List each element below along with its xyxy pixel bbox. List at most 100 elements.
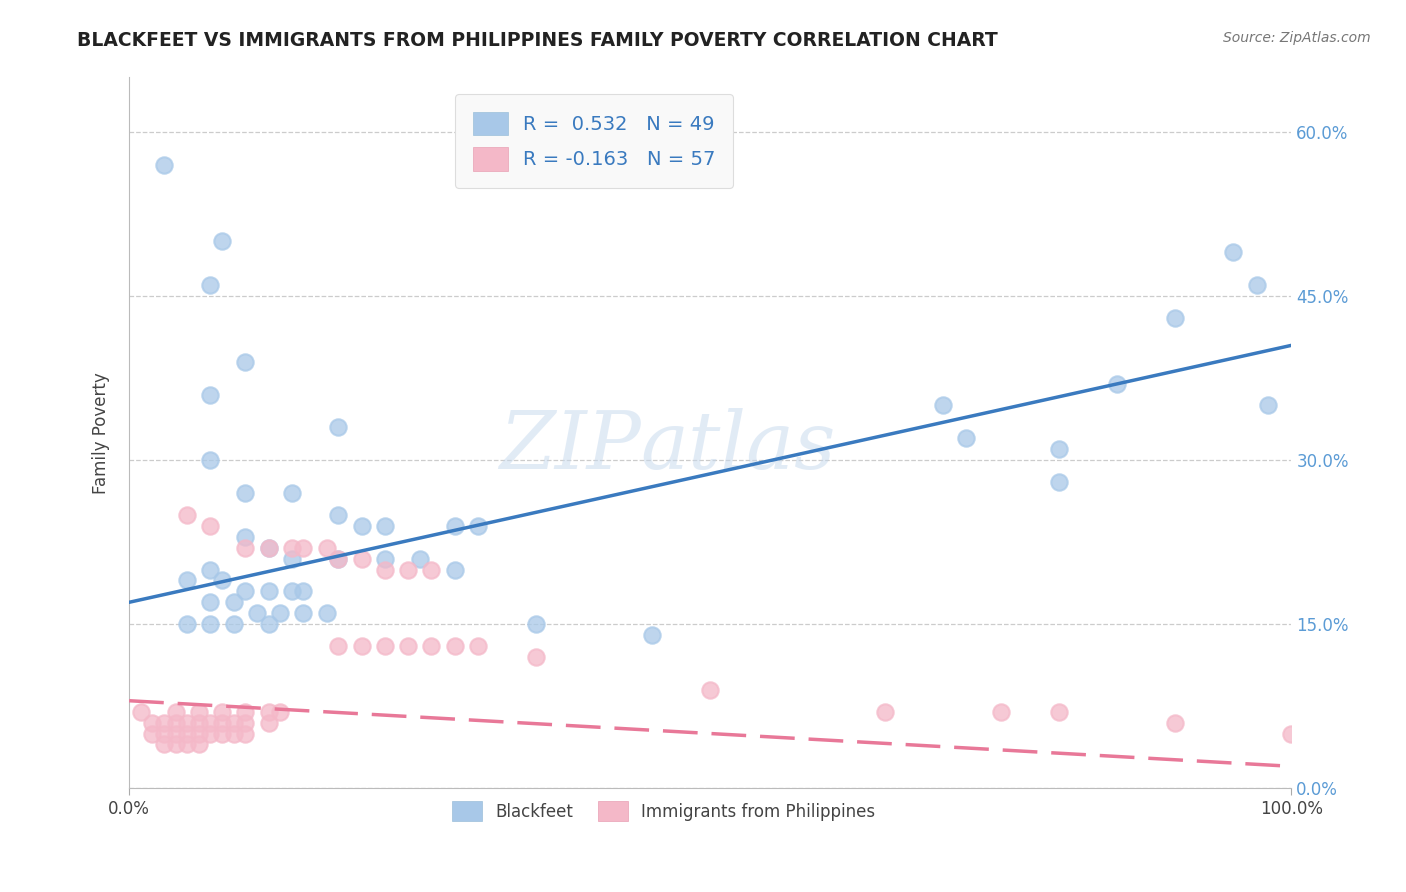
Point xyxy=(292,584,315,599)
Point xyxy=(524,650,547,665)
Point xyxy=(396,639,419,653)
Text: atlas: atlas xyxy=(641,409,837,486)
Point xyxy=(211,726,233,740)
Point xyxy=(420,562,443,576)
Point xyxy=(141,715,163,730)
Point xyxy=(233,715,256,730)
Point xyxy=(233,584,256,599)
Point xyxy=(443,518,465,533)
Point xyxy=(129,705,152,719)
Point xyxy=(443,562,465,576)
Point xyxy=(292,541,315,555)
Point xyxy=(328,551,350,566)
Point xyxy=(233,530,256,544)
Point xyxy=(1107,376,1129,391)
Point xyxy=(200,562,222,576)
Point xyxy=(200,453,222,467)
Point xyxy=(443,639,465,653)
Point xyxy=(408,551,430,566)
Point xyxy=(350,518,373,533)
Point xyxy=(1047,705,1070,719)
Point xyxy=(222,726,245,740)
Point xyxy=(222,617,245,632)
Point xyxy=(176,617,198,632)
Point xyxy=(281,486,304,500)
Point xyxy=(281,551,304,566)
Point xyxy=(420,639,443,653)
Point xyxy=(1257,399,1279,413)
Point xyxy=(211,574,233,588)
Point xyxy=(165,726,187,740)
Point xyxy=(176,508,198,522)
Point xyxy=(955,431,977,445)
Point xyxy=(281,584,304,599)
Point xyxy=(374,518,396,533)
Point xyxy=(233,355,256,369)
Point xyxy=(524,617,547,632)
Text: ZIP: ZIP xyxy=(499,409,641,486)
Point xyxy=(315,541,337,555)
Point xyxy=(211,715,233,730)
Point xyxy=(1164,311,1187,326)
Point xyxy=(176,726,198,740)
Point xyxy=(467,518,489,533)
Point xyxy=(187,715,209,730)
Y-axis label: Family Poverty: Family Poverty xyxy=(93,372,110,493)
Point xyxy=(315,606,337,620)
Point xyxy=(1303,738,1326,752)
Point xyxy=(374,562,396,576)
Point xyxy=(211,235,233,249)
Point xyxy=(176,715,198,730)
Point xyxy=(165,715,187,730)
Point xyxy=(200,715,222,730)
Point xyxy=(165,705,187,719)
Point xyxy=(187,726,209,740)
Point xyxy=(187,738,209,752)
Point xyxy=(153,715,176,730)
Point xyxy=(1164,715,1187,730)
Point xyxy=(641,628,664,642)
Point xyxy=(153,738,176,752)
Point xyxy=(233,705,256,719)
Point xyxy=(350,639,373,653)
Point xyxy=(328,551,350,566)
Point xyxy=(281,541,304,555)
Text: BLACKFEET VS IMMIGRANTS FROM PHILIPPINES FAMILY POVERTY CORRELATION CHART: BLACKFEET VS IMMIGRANTS FROM PHILIPPINES… xyxy=(77,31,998,50)
Point xyxy=(1047,475,1070,489)
Point xyxy=(932,399,955,413)
Point xyxy=(211,705,233,719)
Point xyxy=(257,541,280,555)
Point xyxy=(153,158,176,172)
Point xyxy=(233,726,256,740)
Point xyxy=(257,584,280,599)
Point xyxy=(233,541,256,555)
Point xyxy=(350,551,373,566)
Point xyxy=(257,705,280,719)
Point xyxy=(153,726,176,740)
Point xyxy=(990,705,1012,719)
Point xyxy=(200,617,222,632)
Point xyxy=(374,639,396,653)
Legend: Blackfeet, Immigrants from Philippines: Blackfeet, Immigrants from Philippines xyxy=(444,793,884,830)
Point xyxy=(200,726,222,740)
Point xyxy=(1246,278,1268,293)
Point xyxy=(233,486,256,500)
Point xyxy=(328,639,350,653)
Point xyxy=(257,715,280,730)
Point xyxy=(246,606,269,620)
Point xyxy=(222,715,245,730)
Point xyxy=(200,595,222,609)
Point xyxy=(222,595,245,609)
Point xyxy=(176,738,198,752)
Point xyxy=(269,705,291,719)
Point xyxy=(699,682,721,697)
Point xyxy=(187,705,209,719)
Point xyxy=(1047,442,1070,457)
Point xyxy=(141,726,163,740)
Text: Source: ZipAtlas.com: Source: ZipAtlas.com xyxy=(1223,31,1371,45)
Point xyxy=(200,387,222,401)
Point xyxy=(176,574,198,588)
Point xyxy=(292,606,315,620)
Point xyxy=(1222,245,1244,260)
Point xyxy=(328,508,350,522)
